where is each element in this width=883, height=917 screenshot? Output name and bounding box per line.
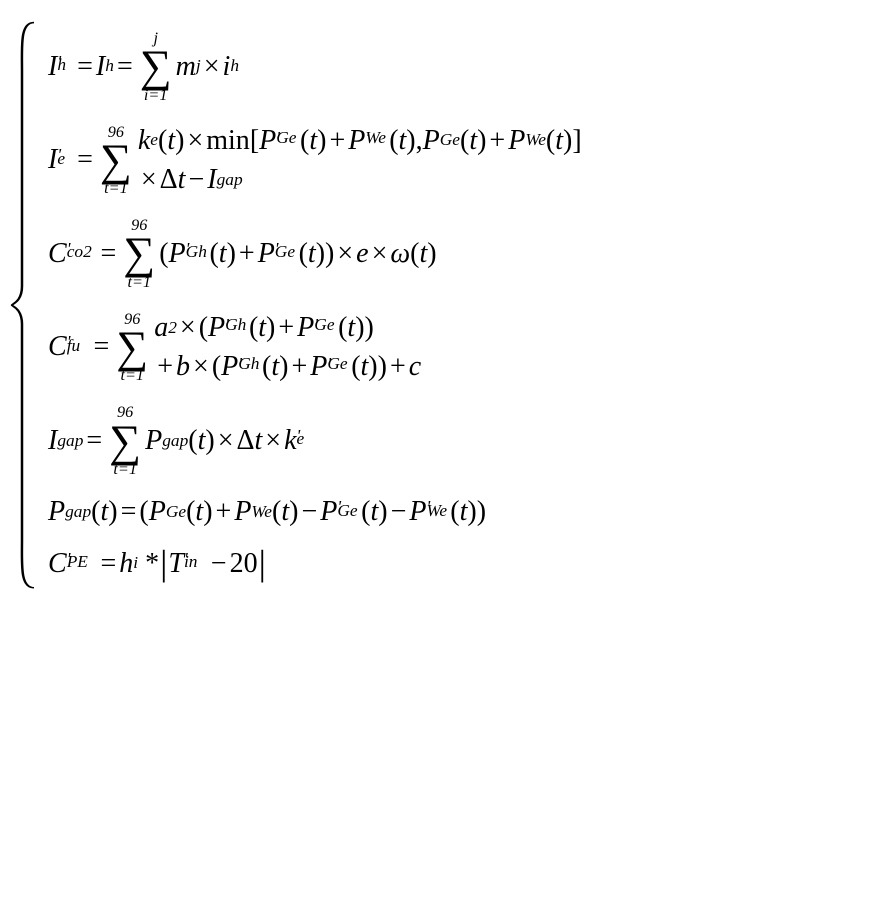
equation-3: C'co2 = 96 ∑ t=1 ( P'Gh (t) + P'Ge (t)) … [48,217,582,290]
sum-symbol: j ∑ i=1 [140,30,172,103]
equation-1: I'h = Ih = j ∑ i=1 mj × ih [48,30,582,103]
equation-system: I'h = Ih = j ∑ i=1 mj × ih I'e = 96 ∑ t=… [10,20,873,590]
left-brace [10,20,40,590]
equation-7: C'PE = hi * | T'in − 20 | [48,547,582,581]
equation-6: Pgap(t) = ( PGe(t) + PWe(t) − P'Ge (t) −… [48,495,582,529]
equation-2: I'e = 96 ∑ t=1 ke(t) × min[ P'Ge (t) + P… [48,121,582,199]
sum-symbol: 96 ∑ t=1 [116,311,148,384]
equation-4: C'fu = 96 ∑ t=1 a2 × ( P'Gh (t) + P'Ge (… [48,308,582,386]
equation-5: Igap = 96 ∑ t=1 Pgap(t) × Δt × k'e [48,404,582,477]
sum-symbol: 96 ∑ t=1 [100,124,132,197]
sum-symbol: 96 ∑ t=1 [109,404,141,477]
equations-container: I'h = Ih = j ∑ i=1 mj × ih I'e = 96 ∑ t=… [40,20,582,590]
sum-symbol: 96 ∑ t=1 [123,217,155,290]
